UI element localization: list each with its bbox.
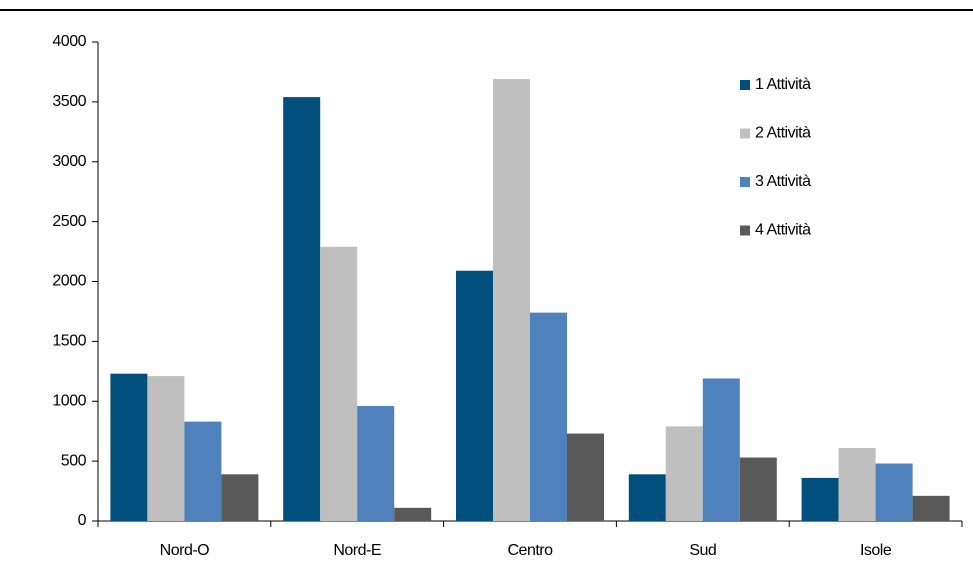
x-tick-label: Centro [507, 542, 553, 559]
bar [110, 373, 148, 521]
bar [912, 495, 950, 521]
legend-swatch [740, 80, 750, 90]
legend-label: 3 Attività [755, 173, 811, 190]
x-tick-label: Isole [860, 542, 892, 559]
x-tick-label: Nord-O [160, 542, 210, 559]
bar [283, 97, 321, 522]
x-tick-label: Nord-E [333, 542, 381, 559]
y-tick-label: 500 [61, 452, 87, 469]
bar [147, 376, 185, 521]
y-tick-label: 3500 [52, 93, 86, 110]
legend-label: 1 Attività [755, 76, 811, 93]
bar [456, 270, 493, 521]
bar [357, 406, 395, 521]
y-tick-label: 2000 [52, 273, 86, 290]
y-tick-label: 1000 [52, 392, 86, 409]
bar [875, 463, 913, 521]
legend-swatch [740, 225, 750, 236]
y-tick-label: 1500 [52, 333, 86, 350]
bar [530, 312, 567, 521]
bar [838, 447, 876, 521]
bar [394, 507, 432, 521]
bar [221, 474, 259, 521]
legend-swatch [740, 128, 750, 139]
x-tick-label: Sud [689, 542, 716, 559]
legend-label: 4 Attività [755, 222, 811, 239]
bar [628, 474, 666, 521]
y-tick-label: 3000 [52, 153, 86, 170]
y-tick-label: 2500 [52, 213, 86, 230]
bar [184, 421, 222, 521]
bar [702, 378, 740, 521]
y-tick-label: 4000 [52, 33, 86, 50]
legend-label: 2 Attività [755, 125, 811, 142]
bar [320, 246, 358, 521]
bar [801, 477, 839, 521]
bar [567, 433, 604, 521]
bar [665, 426, 703, 521]
legend-swatch [740, 177, 750, 187]
y-tick-label: 0 [78, 512, 87, 529]
bar [493, 79, 530, 521]
bar [739, 457, 777, 521]
